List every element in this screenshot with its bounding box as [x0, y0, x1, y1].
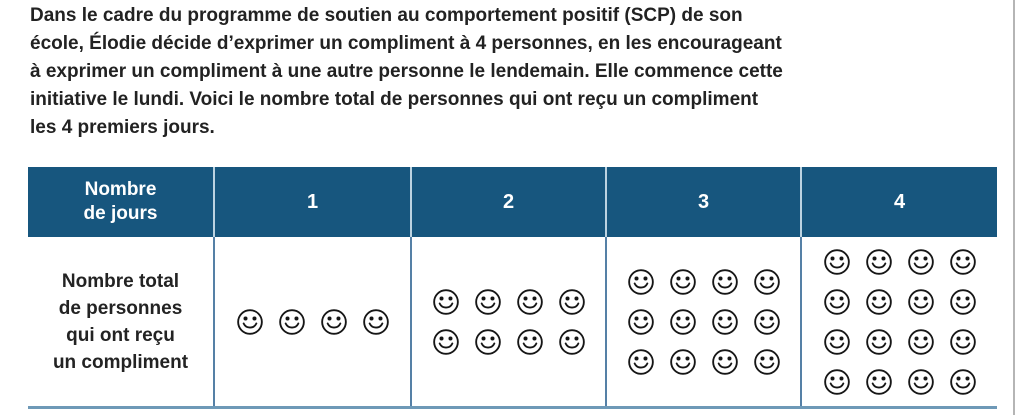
smiley-face-icon: [865, 368, 892, 395]
smiley-face-icon: [627, 268, 654, 295]
smiley-face-icon: [907, 328, 934, 355]
smiley-face-icon: [278, 308, 305, 335]
smiley-face-icon: [753, 308, 780, 335]
table-header-day-2: 2: [410, 167, 605, 237]
smiley-face-icon: [362, 308, 389, 335]
table-cell-day-3: [605, 237, 800, 406]
smiley-face-icon: [865, 328, 892, 355]
table-header-day-3: 3: [605, 167, 800, 237]
smiley-grid-day-2: [412, 237, 605, 406]
smiley-face-icon: [711, 308, 738, 335]
compliments-table: Nombre de jours 1 2 3 4 Nombre total de …: [28, 167, 997, 409]
table-cell-day-1: [213, 237, 410, 406]
table-header-day-4: 4: [800, 167, 997, 237]
problem-statement: Dans le cadre du programme de soutien au…: [30, 5, 783, 138]
page-edge-line: [1013, 0, 1015, 415]
smiley-face-icon: [669, 348, 696, 375]
smiley-face-icon: [753, 268, 780, 295]
smiley-face-icon: [753, 348, 780, 375]
smiley-face-icon: [236, 308, 263, 335]
smiley-face-icon: [516, 328, 543, 355]
smiley-face-icon: [320, 308, 347, 335]
smiley-face-icon: [949, 248, 976, 275]
smiley-face-icon: [949, 288, 976, 315]
table-body-row: Nombre total de personnes qui ont reçu u…: [28, 237, 997, 406]
smiley-face-icon: [627, 348, 654, 375]
table-cell-day-4: [800, 237, 997, 406]
smiley-face-icon: [823, 248, 850, 275]
smiley-face-icon: [865, 248, 892, 275]
smiley-face-icon: [627, 308, 654, 335]
smiley-face-icon: [711, 268, 738, 295]
smiley-grid-day-3: [607, 237, 800, 406]
smiley-face-icon: [907, 248, 934, 275]
smiley-face-icon: [432, 288, 459, 315]
smiley-face-icon: [558, 328, 585, 355]
smiley-face-icon: [474, 288, 501, 315]
smiley-face-icon: [711, 348, 738, 375]
smiley-face-icon: [949, 368, 976, 395]
smiley-face-icon: [558, 288, 585, 315]
smiley-face-icon: [907, 288, 934, 315]
smiley-face-icon: [949, 328, 976, 355]
smiley-grid-day-4: [802, 237, 997, 406]
table-row-label: Nombre total de personnes qui ont reçu u…: [28, 237, 213, 406]
smiley-face-icon: [907, 368, 934, 395]
smiley-face-icon: [516, 288, 543, 315]
smiley-face-icon: [823, 288, 850, 315]
smiley-face-icon: [669, 308, 696, 335]
table-header-days-label: Nombre de jours: [28, 167, 213, 237]
smiley-face-icon: [865, 288, 892, 315]
table-header-row: Nombre de jours 1 2 3 4: [28, 167, 997, 237]
smiley-face-icon: [474, 328, 501, 355]
smiley-face-icon: [823, 328, 850, 355]
table-cell-day-2: [410, 237, 605, 406]
smiley-face-icon: [669, 268, 696, 295]
table-header-day-1: 1: [213, 167, 410, 237]
smiley-grid-day-1: [215, 237, 410, 406]
smiley-face-icon: [823, 368, 850, 395]
smiley-face-icon: [432, 328, 459, 355]
